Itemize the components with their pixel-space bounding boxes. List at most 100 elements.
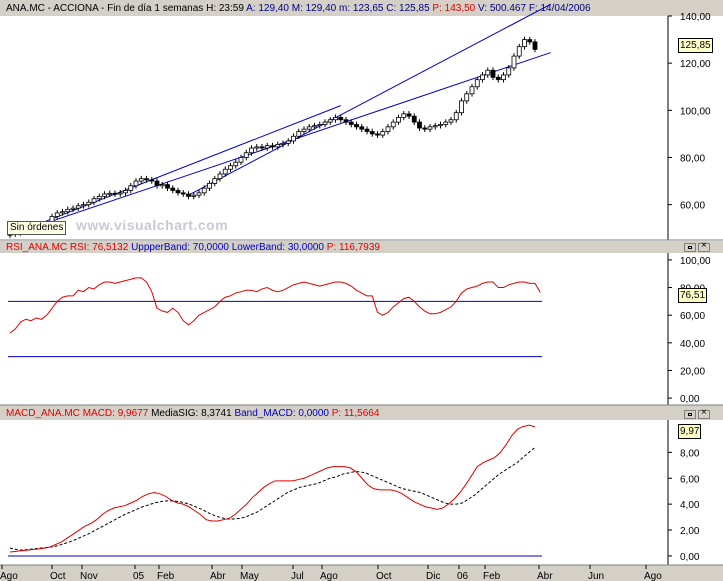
rsi-axis-tick-label: 0,00	[680, 394, 700, 405]
rsi-lower: LowerBand: 30,0000	[231, 242, 324, 253]
candle	[91, 198, 97, 203]
candle	[86, 201, 92, 206]
x-axis-label: 05	[133, 571, 145, 581]
candle	[448, 119, 454, 123]
rsi-axis-tick-label: 60,00	[680, 311, 705, 322]
x-axis-label: Abr	[537, 571, 553, 581]
candle	[149, 179, 155, 182]
x-axis-label: Ago	[0, 571, 18, 581]
candle	[385, 126, 391, 132]
macd-header: MACD_ANA.MC MACD: 9,9677 MediaSIG: 8,374…	[6, 408, 379, 419]
candle	[75, 205, 81, 209]
x-axis-label: Feb	[483, 571, 501, 581]
macd-axis-tick-label: 2,00	[680, 526, 700, 537]
price-axis-tick-label: 120,00	[680, 59, 711, 70]
macd-axis-tick-label: 6,00	[680, 474, 700, 485]
macd-axis-tick-label: 8,00	[680, 448, 700, 459]
candle	[60, 211, 65, 214]
candle	[270, 145, 275, 148]
candle	[128, 185, 134, 191]
candle	[338, 116, 344, 121]
candle	[96, 195, 102, 200]
candle	[154, 180, 160, 187]
candle	[180, 192, 186, 195]
candle	[207, 183, 212, 189]
rsi-panel	[0, 253, 723, 405]
candle	[432, 125, 438, 128]
candle	[285, 140, 291, 144]
rsi-axis-tick-label: 40,00	[680, 339, 705, 350]
rsi-minimize-button[interactable]	[684, 243, 696, 252]
rsi-axis-tick-label: 100,00	[680, 256, 711, 267]
trendline	[188, 3, 551, 196]
x-axis-label: Oct	[50, 571, 66, 581]
candle	[123, 190, 128, 194]
candle	[133, 180, 139, 187]
candle	[495, 76, 501, 81]
x-axis-label: Feb	[157, 571, 175, 581]
candle	[333, 116, 338, 121]
candle	[369, 131, 375, 135]
symbol-label: ANA.MC - ACCIONA	[6, 3, 99, 14]
macd-panel	[0, 420, 723, 565]
candle	[464, 93, 470, 102]
rsi-axis-tick-label: 20,00	[680, 366, 705, 377]
candle	[480, 74, 485, 81]
candle	[511, 55, 517, 69]
trendline	[9, 52, 551, 236]
candle	[474, 79, 480, 88]
macd-axis-tick-label: 4,00	[680, 500, 700, 511]
candle	[532, 41, 538, 50]
candle	[144, 178, 149, 181]
high-value: M: 129,40	[291, 3, 337, 14]
candle	[217, 173, 223, 180]
orders-badge[interactable]: Sin órdenes	[7, 221, 67, 235]
macd-close-button[interactable]	[698, 407, 710, 419]
candle	[396, 116, 401, 123]
candle	[380, 131, 386, 136]
open-value: A: 129,40	[246, 3, 289, 14]
candle	[306, 126, 312, 130]
x-axis-label: Ago	[320, 571, 338, 581]
rsi-close-button[interactable]	[698, 240, 710, 252]
price-tag: 125,85	[678, 38, 713, 53]
candle	[327, 119, 333, 123]
candle	[264, 145, 270, 149]
candle	[186, 193, 191, 197]
candle	[485, 69, 491, 76]
rsi-value: RSI: 76,5132	[69, 242, 129, 253]
candle	[138, 178, 144, 182]
x-axis-label: Jul	[291, 571, 304, 581]
candle	[359, 126, 365, 130]
candle	[443, 121, 449, 125]
candle	[527, 39, 533, 43]
candle	[296, 131, 302, 137]
macd-name: MACD_ANA.MC	[6, 408, 80, 419]
candle	[249, 147, 254, 154]
candle	[364, 128, 370, 132]
candle	[81, 204, 86, 207]
candle	[107, 192, 113, 195]
macd-signal-line	[9, 447, 536, 551]
candle	[375, 133, 380, 136]
x-axis-label: 06	[457, 571, 469, 581]
candle	[191, 194, 197, 197]
candle	[343, 119, 349, 123]
candle	[54, 212, 60, 217]
candle	[228, 165, 233, 170]
period-label: Fin de día 1 semanas	[107, 3, 204, 14]
p-value: P: 143,50	[432, 3, 476, 14]
candle	[490, 69, 496, 78]
candle	[280, 142, 286, 145]
candle	[422, 127, 428, 130]
candle	[469, 86, 475, 95]
candle	[516, 46, 522, 57]
candle	[406, 113, 412, 117]
x-axis-label: Dic	[426, 571, 440, 581]
macd-tag: 9,97	[678, 424, 702, 439]
candle	[411, 115, 417, 123]
band-value: Band_MACD: 0,0000	[234, 408, 329, 419]
date-value: F: 14/04/2006	[528, 3, 591, 14]
candle	[401, 113, 407, 118]
macd-minimize-button[interactable]	[684, 410, 696, 419]
